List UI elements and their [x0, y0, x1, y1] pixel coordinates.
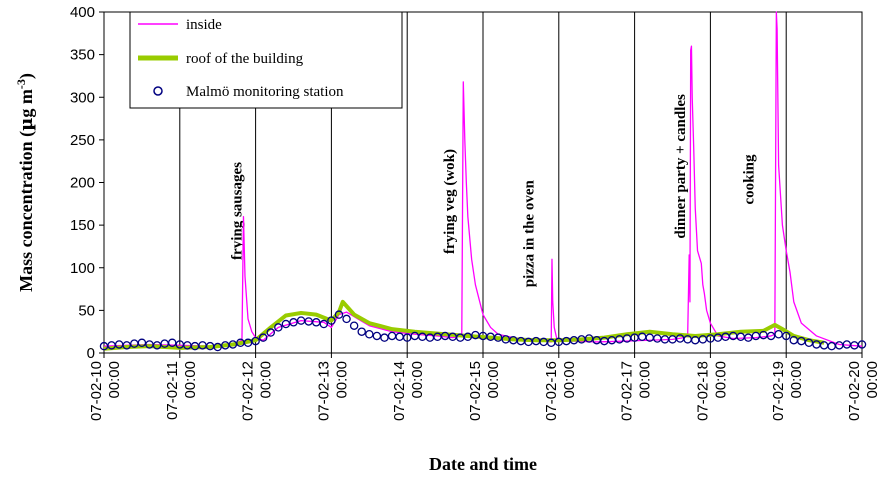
y-tick-label: 350 [70, 47, 95, 64]
legend-label-roof: roof of the building [186, 51, 304, 67]
station-point [251, 336, 260, 346]
event-annotations: frying sausages frying veg (wok) pizza in … [230, 94, 758, 287]
annotation-label: cooking [741, 154, 757, 205]
y-tick-label: 300 [70, 89, 95, 106]
legend: inside roof of the building Malmö monito… [129, 11, 403, 109]
station-point [334, 310, 344, 319]
x-tick-label-time: 00:00 [333, 361, 350, 399]
station-point [857, 340, 867, 349]
x-tick-label-date: 07-02-10 [88, 361, 105, 421]
station-point [274, 323, 283, 332]
series-malmo-monitoring-station [99, 310, 867, 352]
station-point [797, 336, 806, 346]
x-tick-label-date: 07-02-19 [770, 361, 787, 421]
legend-swatch-station [153, 86, 163, 96]
annotation-label: frying veg (wok) [442, 149, 458, 254]
station-point [493, 333, 503, 342]
x-tick-label-time: 00:00 [106, 361, 123, 399]
y-axis: 0 50 100 150 200 250 300 350 400 [70, 4, 104, 362]
station-point [228, 340, 238, 349]
station-point [751, 331, 761, 341]
x-tick-label-time: 00:00 [409, 361, 426, 399]
station-point [243, 338, 253, 348]
station-point [744, 333, 753, 342]
x-tick-label-date: 07-02-12 [240, 361, 257, 421]
y-tick-label: 400 [70, 4, 95, 21]
station-point [289, 318, 298, 327]
y-tick-label: 250 [70, 132, 95, 149]
x-tick-label-date: 07-02-15 [467, 361, 484, 421]
roof-line [103, 299, 825, 351]
annotation-label: dinner party + candles [673, 94, 689, 239]
y-tick-label: 100 [70, 260, 95, 277]
station-point [402, 333, 412, 342]
y-axis-title-mu: µ [16, 118, 37, 131]
series-roof-of-the-building [103, 299, 825, 351]
x-tick-label-time: 00:00 [561, 361, 578, 399]
x-tick-label-date: 07-02-11 [164, 361, 181, 420]
x-axis-title: Date and time [429, 454, 537, 474]
station-point [152, 341, 162, 350]
station-point [395, 332, 404, 342]
station-point [781, 331, 791, 341]
x-tick-label-date: 07-02-18 [694, 361, 711, 421]
station-point [365, 329, 374, 339]
station-point [311, 318, 321, 327]
x-tick-label-date: 07-02-13 [315, 361, 332, 421]
station-point [372, 331, 382, 341]
station-point [122, 341, 131, 350]
station-point [819, 341, 829, 350]
x-axis: 07-02-10 00:00 07-02-11 00:00 07-02-12 00:00 0… [88, 353, 881, 421]
x-tick-label-date: 07-02-17 [619, 361, 636, 421]
x-tick-label-date: 07-02-14 [391, 361, 408, 421]
station-point [463, 332, 473, 342]
station-point [835, 341, 844, 350]
y-tick-label: 150 [70, 217, 95, 234]
x-tick-label-time: 00:00 [637, 361, 654, 399]
annotation-label: frying sausages [230, 162, 246, 260]
station-point [766, 331, 776, 341]
station-point [380, 333, 389, 342]
y-axis-title-exponent: -3 [14, 79, 28, 89]
annotation-label: pizza in the oven [521, 180, 537, 288]
y-axis-title-main: Mass concentration ( [16, 131, 37, 292]
station-point [736, 332, 745, 342]
y-axis-title-close: ) [16, 73, 37, 79]
station-point [167, 338, 177, 348]
x-tick-label-time: 00:00 [258, 361, 275, 399]
station-point [137, 338, 147, 348]
station-point [266, 328, 276, 337]
station-point [653, 334, 662, 343]
legend-label-station: Malmö monitoring station [186, 84, 344, 100]
x-tick-label-time: 00:00 [712, 361, 729, 399]
y-axis-title: Mass concentration (µg m-3) [14, 73, 37, 292]
x-tick-label-time: 00:00 [788, 361, 805, 399]
station-point [258, 333, 268, 342]
y-axis-title-unit: g m [16, 89, 36, 118]
station-point [281, 319, 291, 329]
y-tick-label: 0 [87, 345, 95, 362]
station-point [342, 314, 351, 324]
legend-label-inside: inside [186, 17, 222, 33]
x-tick-label-date: 07-02-20 [846, 361, 863, 421]
y-tick-label: 200 [70, 175, 95, 192]
y-tick-label: 50 [78, 302, 95, 319]
station-point [213, 342, 222, 352]
station-point [774, 329, 783, 339]
x-tick-label-date: 07-02-16 [543, 361, 560, 421]
station-point [349, 321, 359, 330]
station-point [387, 331, 397, 341]
station-point [319, 319, 329, 329]
station-point [327, 316, 336, 325]
station-point [584, 334, 594, 343]
station-point [357, 327, 366, 336]
x-tick-label-time: 00:00 [182, 361, 199, 399]
x-tick-label-time: 00:00 [864, 361, 881, 399]
x-tick-label-time: 00:00 [485, 361, 502, 399]
station-point [804, 338, 814, 348]
station-point [827, 341, 836, 351]
